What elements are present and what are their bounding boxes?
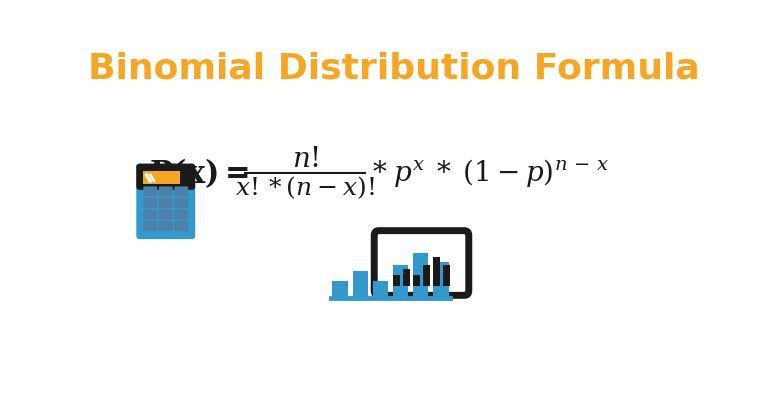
Text: $x! * (n - x)!$: $x! * (n - x)!$ xyxy=(236,174,375,201)
Bar xyxy=(433,262,449,298)
Bar xyxy=(403,269,410,286)
Bar xyxy=(433,257,440,286)
FancyBboxPatch shape xyxy=(174,186,188,196)
FancyBboxPatch shape xyxy=(159,186,173,196)
Bar xyxy=(333,281,348,298)
Text: $* \; p^{x} \; * \; (1 - p)^{n \,-\, x}$: $* \; p^{x} \; * \; (1 - p)^{n \,-\, x}$ xyxy=(372,157,609,189)
Bar xyxy=(392,275,400,286)
Text: $\mathbf{P(x) =}$: $\mathbf{P(x) =}$ xyxy=(149,156,249,190)
FancyBboxPatch shape xyxy=(174,221,188,231)
FancyBboxPatch shape xyxy=(174,198,188,208)
FancyBboxPatch shape xyxy=(159,198,173,208)
FancyBboxPatch shape xyxy=(144,186,157,196)
FancyBboxPatch shape xyxy=(136,164,195,190)
Bar xyxy=(423,265,430,286)
FancyBboxPatch shape xyxy=(159,221,173,231)
Bar xyxy=(144,171,180,184)
Bar xyxy=(392,265,409,298)
FancyBboxPatch shape xyxy=(144,198,157,208)
Bar xyxy=(140,179,192,187)
FancyBboxPatch shape xyxy=(374,231,468,295)
Text: $n!$: $n!$ xyxy=(292,145,319,173)
FancyBboxPatch shape xyxy=(136,164,195,239)
FancyBboxPatch shape xyxy=(144,221,157,231)
FancyBboxPatch shape xyxy=(144,209,157,220)
Bar xyxy=(413,275,420,286)
Bar xyxy=(443,265,450,286)
Text: Binomial Distribution Formula: Binomial Distribution Formula xyxy=(88,51,700,85)
FancyBboxPatch shape xyxy=(159,209,173,220)
Bar xyxy=(372,281,388,298)
Bar xyxy=(181,171,189,184)
Bar xyxy=(353,271,368,298)
FancyBboxPatch shape xyxy=(174,209,188,220)
Bar xyxy=(413,253,429,298)
